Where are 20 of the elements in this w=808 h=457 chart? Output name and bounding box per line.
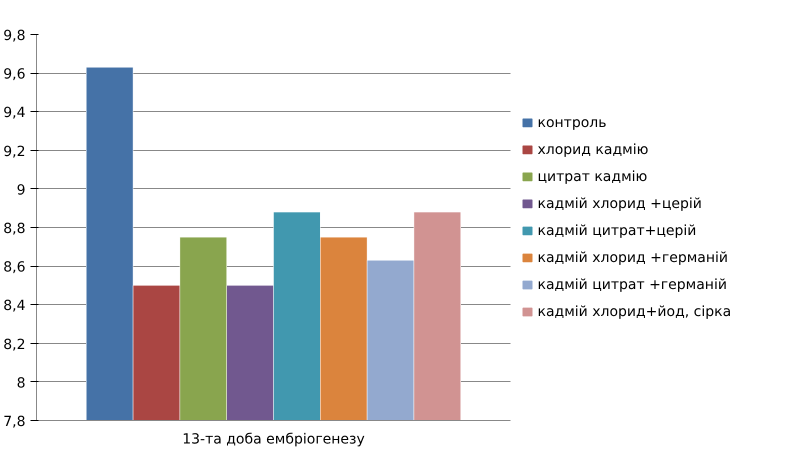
y-tick-label: 9,8 [3, 28, 26, 44]
y-tick-label: 8,4 [3, 298, 26, 314]
y-tick-label: 8,8 [3, 221, 26, 237]
y-tick-label: 7,8 [3, 414, 26, 430]
legend-label: кадмій цитрат+церій [538, 222, 696, 239]
y-tick-label: 9,4 [3, 105, 26, 122]
y-tick-label: 9 [16, 182, 26, 198]
y-tick-label: 8,2 [3, 336, 26, 353]
legend-label: хлорид кадмію [538, 142, 649, 158]
legend-label: кадмій хлорид +германій [538, 250, 728, 266]
y-tick-label: 8,6 [3, 260, 26, 276]
x-tick-label: 13-та доба ембріогенезу [182, 432, 365, 448]
y-tick-label: 8 [16, 375, 26, 392]
legend-label: кадмій хлорид +церій [538, 196, 702, 212]
y-tick-label: 9,2 [3, 144, 26, 160]
y-tick-label: 9,6 [3, 66, 26, 83]
legend-label: цитрат кадмію [538, 168, 648, 185]
legend-label: кадмій цитрат +германій [538, 276, 727, 293]
legend-label: контроль [538, 114, 606, 131]
legend-label: кадмій хлорид+йод, сірка [538, 304, 732, 320]
